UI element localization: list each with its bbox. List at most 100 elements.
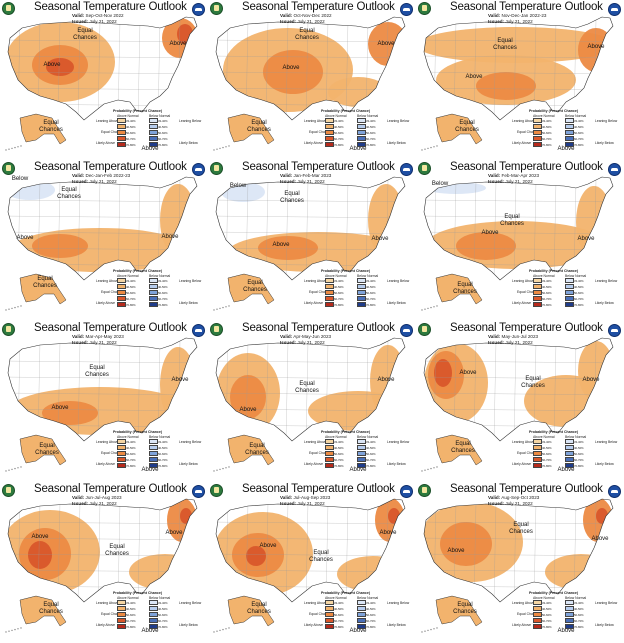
legend-bin-below: 50-60% bbox=[158, 451, 168, 456]
legend-swatch-below bbox=[565, 451, 574, 457]
legend-leaning-above: Leaning Above bbox=[512, 601, 535, 605]
issued-value: July 21, 2022 bbox=[505, 339, 533, 345]
valid-period: Valid: Jul-Aug-Sep 2023 bbox=[280, 495, 330, 500]
alaska-outline bbox=[19, 113, 67, 145]
legend-likely-below: Likely Below bbox=[387, 623, 406, 627]
issued-date: Issued: July 21, 2022 bbox=[72, 340, 117, 345]
legend-swatch-above bbox=[325, 445, 334, 451]
map-label: Equal Chances bbox=[247, 120, 271, 133]
legend-col-below: Below Normal bbox=[357, 435, 379, 439]
map-label: Above bbox=[349, 467, 367, 473]
legend-bin-below: 70-80% bbox=[574, 142, 584, 147]
outlook-panel: Seasonal Temperature Outlook Valid: Oct-N… bbox=[208, 0, 416, 160]
legend-bin-above: 50-60% bbox=[334, 451, 344, 456]
legend-likely-below: Likely Below bbox=[387, 141, 406, 145]
conus-outline bbox=[215, 498, 406, 603]
legend-swatch-above bbox=[533, 445, 542, 451]
legend-swatch-above bbox=[325, 600, 334, 606]
legend-col-above: Above Normal bbox=[533, 274, 555, 278]
legend-title: Probability (Percent Chance) bbox=[529, 109, 579, 113]
legend-bin-below: 60-70% bbox=[366, 136, 376, 141]
legend-swatch-above bbox=[117, 296, 126, 302]
map-label: Equal Chances bbox=[57, 187, 81, 200]
issued-value: July 21, 2022 bbox=[297, 178, 325, 184]
legend-bin-above: 50-60% bbox=[542, 451, 552, 456]
issued-date: Issued: July 21, 2022 bbox=[488, 19, 533, 24]
legend-likely-above: Likely Above bbox=[96, 301, 116, 305]
legend-bin-below: 40-50% bbox=[574, 284, 584, 289]
map-label: Above bbox=[587, 44, 605, 50]
above-shading bbox=[434, 359, 452, 387]
above-shading bbox=[129, 554, 197, 590]
alaska-outline bbox=[435, 273, 483, 305]
legend-bin-above: 40-50% bbox=[542, 284, 552, 289]
issued-date: Issued: July 21, 2022 bbox=[72, 501, 117, 506]
valid-value: Jul-Aug-Sep 2023 bbox=[293, 495, 331, 500]
legend-leaning-below: Leaning Below bbox=[387, 279, 410, 283]
conus-outline bbox=[215, 176, 406, 281]
map-label: Below bbox=[11, 176, 29, 182]
legend-swatch-below bbox=[149, 130, 158, 136]
legend-title: Probability (Percent Chance) bbox=[321, 269, 371, 273]
issued-label: Issued: bbox=[280, 339, 297, 345]
legend-bin-above: 60-70% bbox=[542, 136, 552, 141]
valid-value: Jun-Jul-Aug 2023 bbox=[85, 495, 122, 500]
legend-swatch-above bbox=[325, 136, 334, 142]
legend-swatch-below bbox=[565, 618, 574, 624]
legend-swatch-below bbox=[565, 290, 574, 296]
valid-period: Valid: Oct-Nov-Dec 2022 bbox=[280, 13, 332, 18]
legend-bin-below: 70-80% bbox=[574, 463, 584, 468]
map-label: Equal Chances bbox=[453, 602, 477, 615]
legend-swatch-below bbox=[357, 302, 366, 308]
legend-title: Probability (Percent Chance) bbox=[113, 109, 163, 113]
legend-bin-below: 33-40% bbox=[158, 118, 168, 123]
legend-likely-above: Likely Above bbox=[96, 462, 116, 466]
legend-swatch-above bbox=[117, 130, 126, 136]
legend-swatch-above bbox=[533, 136, 542, 142]
legend-swatch-above bbox=[325, 612, 334, 618]
map-label: Above bbox=[171, 377, 189, 383]
above-shading bbox=[42, 401, 98, 425]
panel-title: Seasonal Temperature Outlook bbox=[450, 483, 603, 495]
legend-equal-chances: Equal Chances bbox=[517, 451, 540, 455]
legend-leaning-below: Leaning Below bbox=[595, 119, 618, 123]
legend-bin-above: 70-80% bbox=[334, 142, 344, 147]
issued-date: Issued: July 21, 2022 bbox=[280, 179, 325, 184]
legend-bin-below: 70-80% bbox=[366, 463, 376, 468]
legend-swatch-above bbox=[117, 600, 126, 606]
legend-swatch-above bbox=[117, 457, 126, 463]
conus-outline bbox=[7, 498, 198, 603]
alaska-outline bbox=[227, 113, 275, 145]
legend-bin-above: 60-70% bbox=[126, 457, 136, 462]
probability-legend: Probability (Percent Chance) Above Normal… bbox=[95, 430, 203, 478]
map-label: Above bbox=[371, 236, 389, 242]
legend-title: Probability (Percent Chance) bbox=[529, 269, 579, 273]
legend-leaning-below: Leaning Below bbox=[387, 119, 410, 123]
map-label: Above bbox=[259, 543, 277, 549]
map-label: Equal Chances bbox=[309, 550, 333, 563]
legend-leaning-below: Leaning Below bbox=[595, 279, 618, 283]
map-label: Above bbox=[282, 65, 300, 71]
above-shading bbox=[258, 236, 318, 260]
legend-bin-above: 50-60% bbox=[126, 290, 136, 295]
map-label: Equal Chances bbox=[247, 602, 271, 615]
probability-legend: Probability (Percent Chance) Above Normal… bbox=[303, 269, 411, 317]
legend-title: Probability (Percent Chance) bbox=[529, 591, 579, 595]
legend-swatch-above bbox=[325, 463, 334, 469]
outlook-panel: Seasonal Temperature Outlook Valid: Apr-M… bbox=[208, 321, 416, 481]
legend-swatch-below bbox=[357, 445, 366, 451]
legend-likely-above: Likely Above bbox=[96, 141, 116, 145]
issued-value: July 21, 2022 bbox=[89, 339, 117, 345]
legend-swatch-below bbox=[149, 284, 158, 290]
panel-title: Seasonal Temperature Outlook bbox=[34, 161, 187, 173]
noaa-nws-shield-icon bbox=[210, 323, 223, 336]
legend-swatch-above bbox=[533, 439, 542, 445]
legend-bin-above: 60-70% bbox=[334, 296, 344, 301]
issued-value: July 21, 2022 bbox=[505, 18, 533, 24]
legend-bin-below: 60-70% bbox=[366, 618, 376, 623]
legend-swatch-above bbox=[117, 136, 126, 142]
issued-date: Issued: July 21, 2022 bbox=[488, 340, 533, 345]
legend-bin-below: 50-60% bbox=[366, 612, 376, 617]
legend-bin-above: 70-80% bbox=[542, 624, 552, 629]
legend-leaning-above: Leaning Above bbox=[96, 279, 119, 283]
